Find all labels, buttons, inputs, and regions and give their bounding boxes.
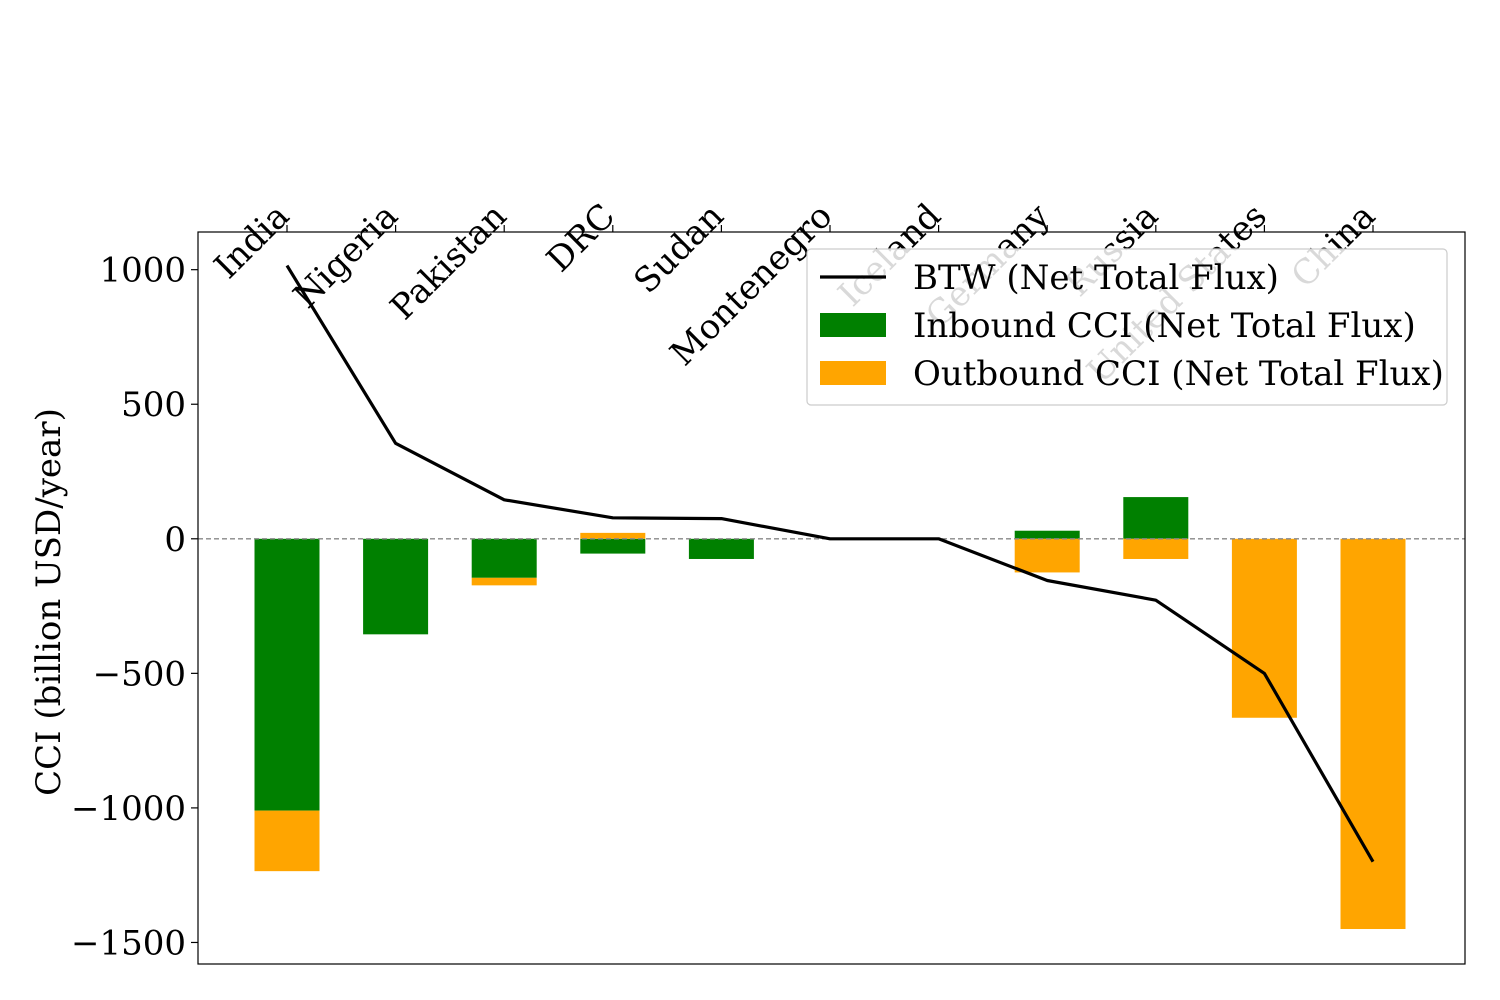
x-tick-label-drc: DRC [539, 196, 623, 280]
y-tick-label: 500 [121, 385, 186, 425]
bar-outbound-drc [580, 532, 646, 539]
bar-inbound-germany [1014, 530, 1080, 539]
bar-inbound-pakistan [471, 538, 537, 578]
y-tick-label: −1000 [71, 789, 186, 829]
bar-inbound-drc [580, 538, 646, 554]
y-axis-label: CCI (billion USD/year) [29, 408, 69, 796]
x-tick-label-sudan: Sudan [626, 196, 731, 301]
bar-outbound-india [254, 810, 320, 872]
bar-outbound-united-states [1231, 538, 1297, 718]
bar-outbound-germany [1014, 538, 1080, 573]
y-tick-label: 0 [164, 520, 186, 560]
y-tick-label: −500 [93, 654, 186, 694]
bar-outbound-pakistan [471, 577, 537, 586]
legend: BTW (Net Total Flux) Inbound CCI (Net Tot… [806, 248, 1448, 406]
legend-label-inbound-cci-net-total-flux: Inbound CCI (Net Total Flux) [913, 306, 1416, 346]
legend-swatch-outbound-cci-net-total-flux [820, 361, 886, 385]
y-axis: 1000 500 0 −500 −1000 −1500 [71, 251, 198, 963]
legend-label-btw-net-total-flux: BTW (Net Total Flux) [913, 258, 1279, 298]
plot-frame [197, 231, 1466, 965]
legend-swatch-inbound-cci-net-total-flux [820, 313, 886, 337]
x-tick-label-pakistan: Pakistan [383, 196, 515, 328]
bar-inbound-nigeria [363, 538, 429, 635]
bar-outbound-russia [1123, 538, 1189, 559]
bar-inbound-india [254, 538, 320, 811]
series-line-btw [285, 264, 1375, 863]
y-tick-label: −1500 [71, 923, 186, 963]
legend-label-outbound-cci-net-total-flux: Outbound CCI (Net Total Flux) [913, 354, 1444, 394]
bar-inbound-sudan [688, 538, 754, 559]
x-tick-label-india: India [207, 196, 298, 287]
bar-inbound-russia [1123, 497, 1189, 539]
legend-box [806, 248, 1448, 406]
bar-outbound-china [1340, 538, 1406, 930]
bars-group [254, 497, 1406, 930]
y-tick-label: 1000 [99, 251, 186, 291]
